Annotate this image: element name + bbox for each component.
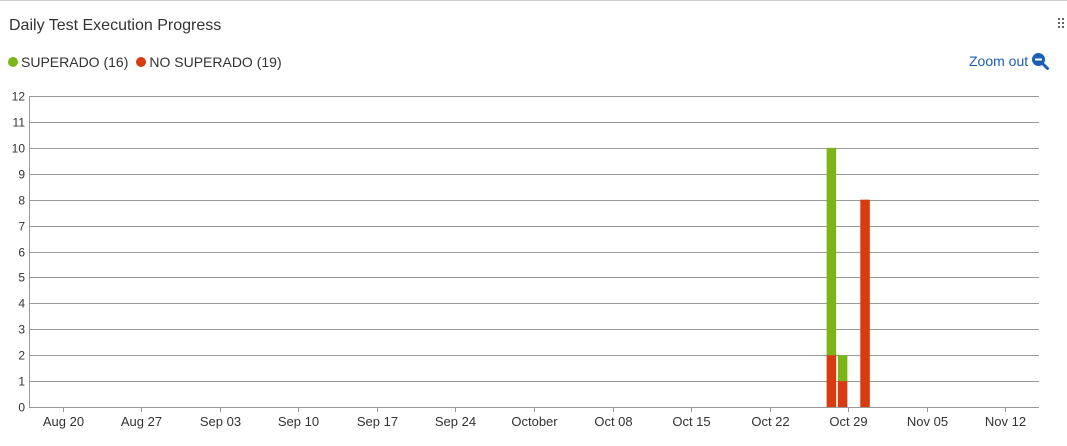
y-tick-label: 8 [18,194,25,208]
x-tick-label: Nov 12 [985,414,1026,429]
y-tick-label: 1 [18,375,25,389]
x-tick-label: Sep 24 [435,414,476,429]
legend-dot-no-superado [136,57,147,67]
widget-top-border [0,0,1067,1]
bar-superado[interactable] [826,147,837,356]
bar-no-superado[interactable] [837,381,848,407]
zoom-out-label: Zoom out [969,53,1029,69]
bar-no-superado[interactable] [860,199,870,407]
y-tick-label: 11 [13,116,26,130]
x-tick-label: October [511,414,558,429]
x-tick-label: Oct 15 [672,414,710,429]
y-tick-label: 2 [18,349,25,363]
bar-no-superado[interactable] [826,355,837,407]
zoom-out-button[interactable]: Zoom out [969,52,1050,70]
y-tick-label: 0 [18,401,25,415]
x-tick-label: Oct 22 [751,414,789,429]
x-tick-label: Nov 05 [907,414,948,429]
y-tick-label: 5 [18,271,25,285]
y-tick-label: 6 [18,246,25,260]
bar-superado[interactable] [837,355,848,382]
legend-dot-superado [8,57,18,67]
zoom-out-icon [1032,53,1050,70]
drag-handle-icon[interactable] [1058,18,1066,30]
y-tick-label: 7 [18,220,25,234]
y-tick-label: 4 [18,297,25,311]
y-tick-label: 12 [12,90,26,104]
legend-item-no-superado[interactable]: NO SUPERADO (19) [136,54,282,70]
x-tick-label: Aug 27 [121,414,162,429]
x-tick-label: Sep 17 [357,414,398,429]
chart-legend: SUPERADO (16) NO SUPERADO (19) [8,54,290,70]
x-tick-label: Oct 29 [829,414,867,429]
y-tick-label: 9 [18,168,25,182]
x-tick-label: Oct 08 [594,414,632,429]
legend-label-superado: SUPERADO (16) [21,54,129,70]
x-tick-label: Sep 03 [200,414,241,429]
y-tick-label: 3 [18,323,25,337]
x-tick-label: Sep 10 [278,414,319,429]
widget-title: Daily Test Execution Progress [9,17,222,34]
y-tick-label: 10 [12,142,26,156]
legend-label-no-superado: NO SUPERADO (19) [149,54,282,70]
legend-item-superado[interactable]: SUPERADO (16) [8,54,128,70]
x-tick-label: Aug 20 [43,414,84,429]
